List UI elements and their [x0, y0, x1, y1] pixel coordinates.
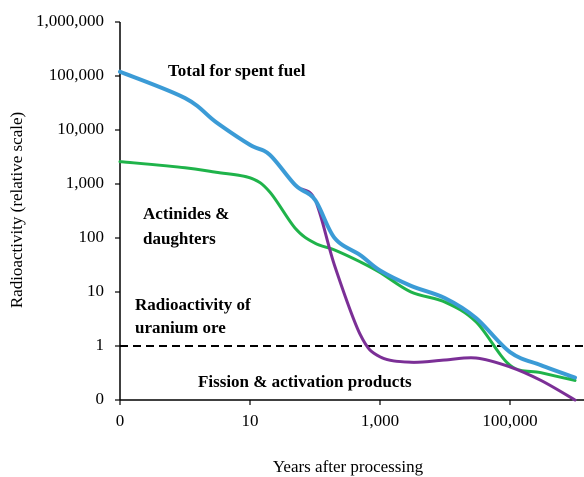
- x-tick-label: 100,000: [482, 411, 537, 430]
- y-tick-label: 10: [87, 281, 104, 300]
- annotation: Fission & activation products: [198, 372, 412, 391]
- x-tick-label: 10: [242, 411, 259, 430]
- y-tick-label: 100: [79, 227, 105, 246]
- y-tick-label: 10,000: [57, 119, 104, 138]
- series-line: [118, 160, 577, 382]
- annotation: uranium ore: [135, 318, 226, 337]
- y-axis-label: Radioactivity (relative scale): [7, 112, 26, 308]
- y-tick-label: 1: [96, 335, 105, 354]
- annotation: daughters: [143, 229, 216, 248]
- y-tick-label: 0: [96, 389, 105, 408]
- y-tick-label: 1,000: [66, 173, 104, 192]
- x-tick-label: 0: [116, 411, 125, 430]
- annotation: Total for spent fuel: [168, 61, 306, 80]
- x-tick-label: 1,000: [361, 411, 399, 430]
- annotation: Radioactivity of: [135, 295, 251, 314]
- y-tick-label: 100,000: [49, 65, 104, 84]
- x-axis-label: Years after processing: [273, 457, 424, 476]
- y-tick-label: 1,000,000: [36, 11, 104, 30]
- annotation: Actinides &: [143, 204, 229, 223]
- series-line: [118, 69, 577, 380]
